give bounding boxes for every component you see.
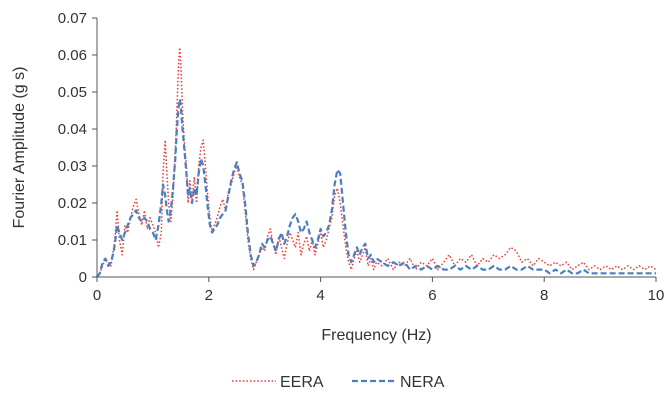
legend-item-nera: NERA [352, 374, 445, 391]
legend-label: NERA [400, 374, 445, 391]
y-tick-label: 0.01 [58, 232, 87, 249]
legend-item-eera: EERA [232, 374, 324, 391]
legend-label: EERA [280, 374, 324, 391]
x-tick-label: 2 [205, 287, 213, 304]
legend: EERA NERA [232, 374, 445, 391]
x-tick-label: 10 [648, 287, 665, 304]
y-axis-title: Fourier Amplitude (g s) [11, 67, 28, 229]
series-layer [97, 48, 656, 277]
y-tick-label: 0.07 [58, 10, 87, 27]
y-tick-label: 0 [79, 269, 87, 286]
y-tick-label: 0.03 [58, 158, 87, 175]
x-tick-label: 8 [540, 287, 548, 304]
x-ticks: 0 2 4 6 8 10 [93, 277, 665, 304]
y-tick-label: 0.05 [58, 84, 87, 101]
x-tick-label: 0 [93, 287, 101, 304]
x-axis-title: Frequency (Hz) [321, 327, 431, 344]
plot-area: 0 2 4 6 8 10 0 0.01 0.02 0.03 0.04 0.05 0.06 0.07 [58, 10, 665, 304]
series-line-eera [97, 48, 656, 277]
y-tick-label: 0.02 [58, 195, 87, 212]
x-tick-label: 6 [428, 287, 436, 304]
y-ticks: 0 0.01 0.02 0.03 0.04 0.05 0.06 0.07 [58, 10, 97, 286]
y-tick-label: 0.04 [58, 121, 87, 138]
x-tick-label: 4 [316, 287, 324, 304]
series-line-nera [97, 99, 656, 277]
y-tick-label: 0.06 [58, 47, 87, 64]
